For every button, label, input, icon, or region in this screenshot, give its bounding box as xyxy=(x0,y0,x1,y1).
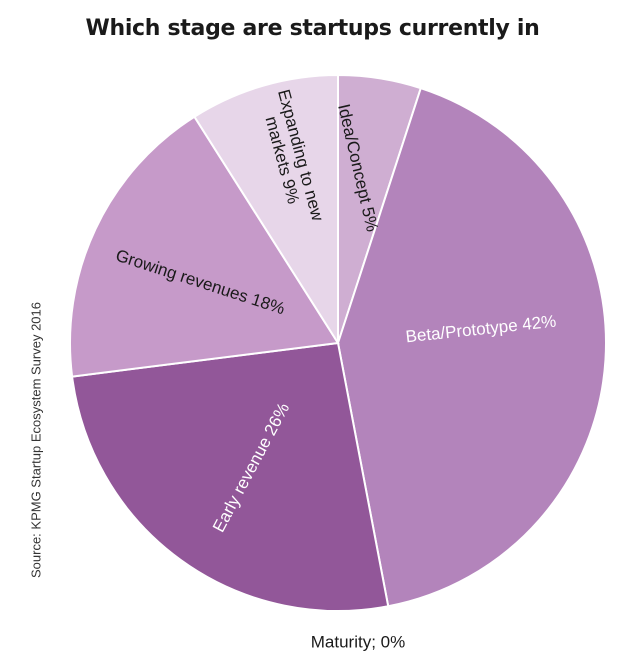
slice-label-maturity: Maturity; 0% xyxy=(311,632,405,651)
pie-slice-growing-revenues xyxy=(69,115,340,378)
chart-title: Which stage are startups currently in xyxy=(85,16,540,41)
pie-slice-early-revenue xyxy=(70,341,390,612)
pie-slice-beta-prototype xyxy=(336,86,607,608)
pie-slice-expanding-to-new-markets xyxy=(193,73,339,347)
